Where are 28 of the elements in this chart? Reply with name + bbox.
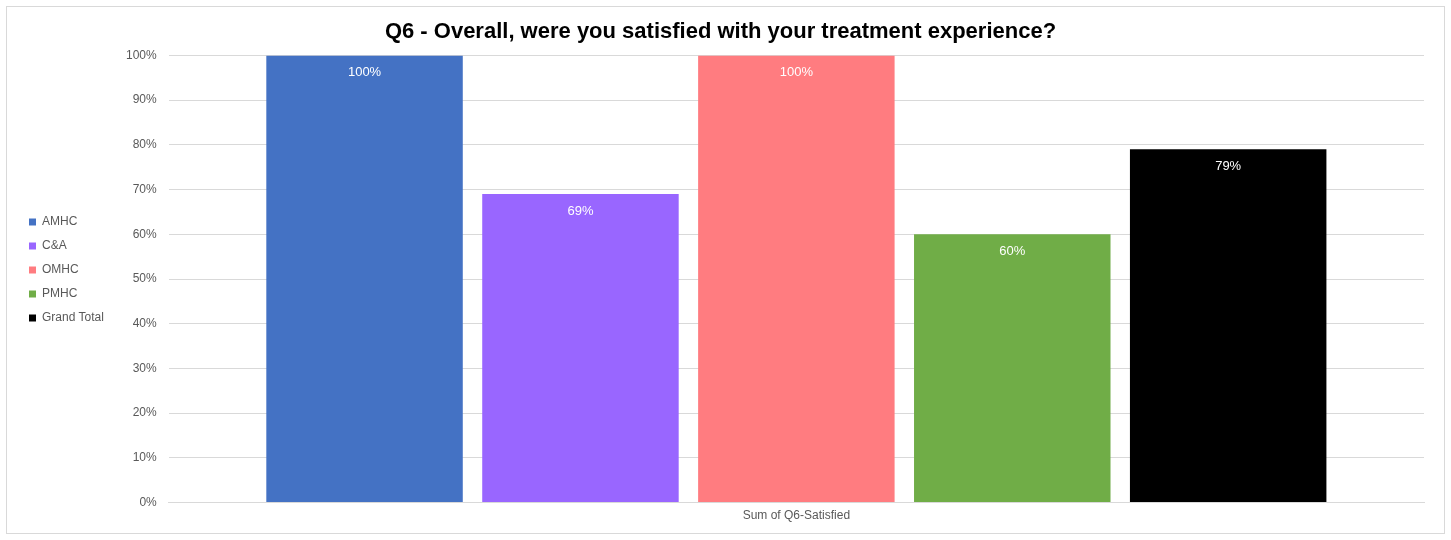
legend-label: OMHC [42, 262, 79, 277]
legend-label: AMHC [42, 214, 78, 229]
y-tick-label: 20% [132, 405, 158, 420]
bar [482, 194, 679, 503]
chart-title: Q6 - Overall, were you satisfied with your treatment experience? [384, 18, 1057, 44]
y-tick-label: 70% [132, 181, 158, 196]
legend-label: C&A [42, 238, 67, 253]
y-tick-label: 60% [132, 226, 158, 241]
data-label: 100% [347, 64, 382, 80]
bar [914, 234, 1111, 503]
y-tick-label: 80% [132, 137, 158, 152]
y-tick-label: 50% [132, 271, 158, 286]
bar [698, 55, 895, 503]
data-label: 60% [999, 243, 1026, 259]
data-label: 79% [1215, 158, 1242, 174]
y-tick-label: 30% [132, 360, 158, 375]
y-tick-label: 100% [126, 47, 158, 62]
x-tick-label: Sum of Q6-Satisfied [742, 508, 851, 523]
y-tick-label: 40% [132, 316, 158, 331]
legend-label: PMHC [42, 286, 78, 301]
y-tick-label: 10% [132, 450, 158, 465]
data-label: 69% [567, 203, 594, 219]
y-tick-label: 90% [132, 92, 158, 107]
y-tick-label: 0% [139, 494, 158, 509]
bar [1129, 149, 1327, 503]
bar [266, 55, 463, 503]
data-label: 100% [779, 64, 814, 80]
legend-label: Grand Total [42, 310, 104, 325]
